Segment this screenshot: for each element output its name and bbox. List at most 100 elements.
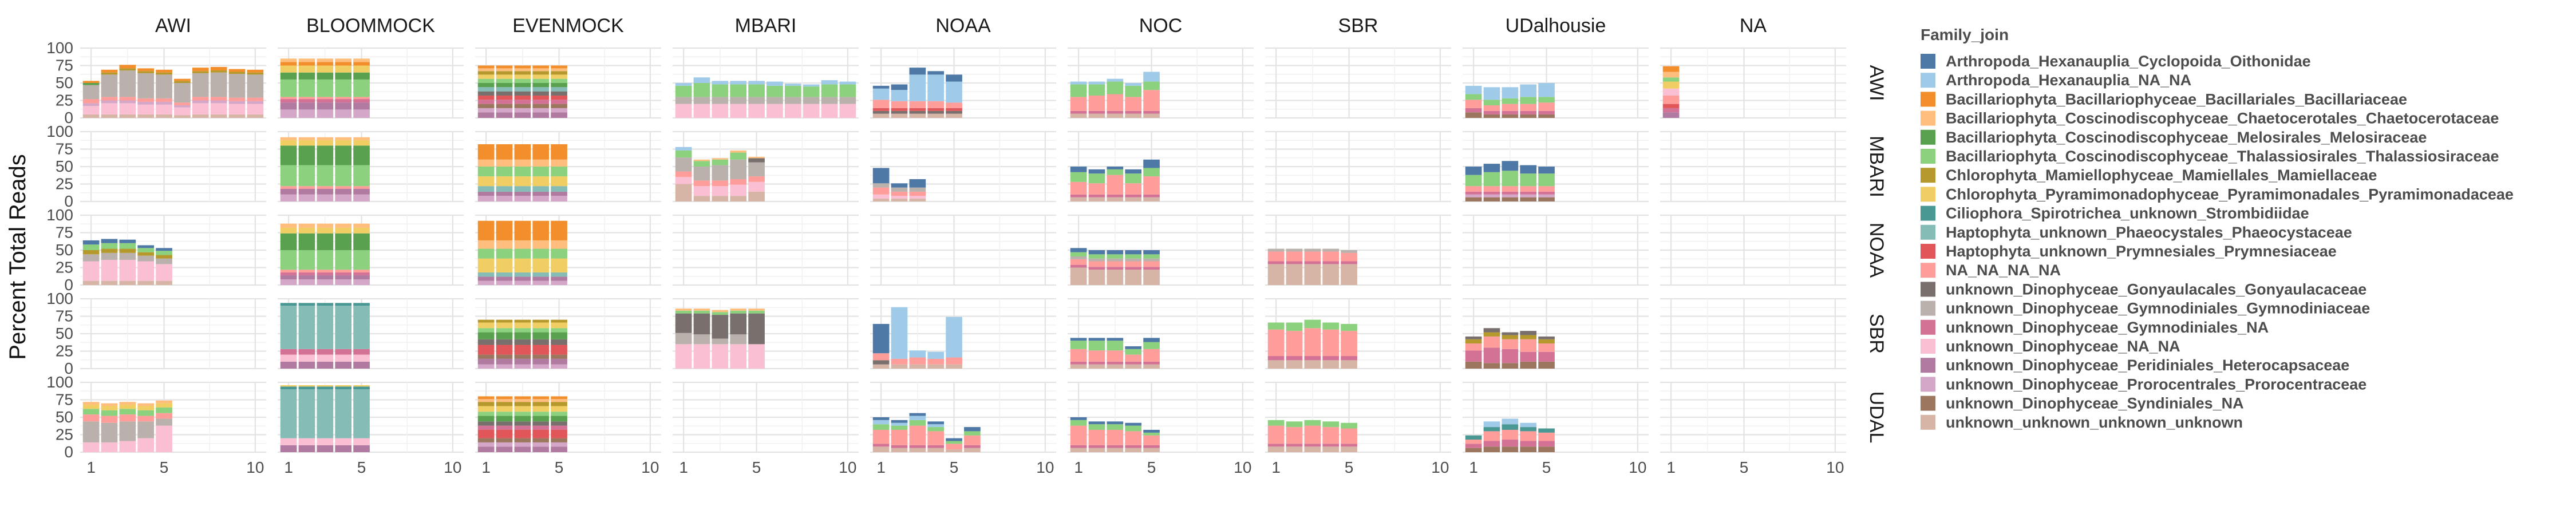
bar-segment xyxy=(1143,270,1160,285)
bar-segment xyxy=(280,145,297,165)
bar-segment xyxy=(1143,342,1160,349)
bar-segment xyxy=(210,97,227,101)
bar-segment xyxy=(1267,251,1285,262)
bar-segment xyxy=(909,413,926,416)
bar-segment xyxy=(101,103,118,114)
bar-segment xyxy=(1341,444,1357,447)
legend-label: Arthropoda_Hexanauplia_Cyclopoida_Oithon… xyxy=(1946,53,2311,70)
legend-label: Arthropoda_Hexanauplia_NA_NA xyxy=(1946,72,2191,89)
bar-segment xyxy=(1143,250,1160,255)
bar-segment xyxy=(317,250,334,270)
bar-segment xyxy=(298,275,315,280)
bar-segment xyxy=(1267,322,1285,330)
bar-segment xyxy=(532,68,550,72)
legend-label: unknown_Dinophyceae_NA_NA xyxy=(1946,338,2180,355)
bar-segment xyxy=(1088,173,1105,184)
bar-segment xyxy=(1465,197,1482,201)
bar-segment xyxy=(532,95,550,100)
bar-segment xyxy=(298,194,315,201)
bar-segment xyxy=(675,83,692,86)
bar-segment xyxy=(551,104,567,108)
bar-segment xyxy=(532,71,550,75)
bar-segment xyxy=(1465,339,1482,344)
bar-segment xyxy=(872,110,890,114)
bar-segment xyxy=(156,400,172,404)
col-strip-label: BLOOMMOCK xyxy=(306,15,435,37)
bar-segment xyxy=(335,58,352,62)
bar-segment xyxy=(1088,350,1105,362)
bar-segment xyxy=(693,186,710,196)
bar-segment xyxy=(496,196,513,201)
legend-swatch xyxy=(1921,168,1935,183)
y-tick-label: 50 xyxy=(56,241,73,259)
bar-segment xyxy=(353,97,370,100)
bar-segment xyxy=(477,442,495,447)
bar-segment xyxy=(551,83,567,88)
bar-segment xyxy=(353,186,370,189)
bar-segment xyxy=(1502,114,1519,118)
row-strip-label: SBR xyxy=(1866,314,1887,354)
bar-segment xyxy=(1304,444,1321,447)
bar-segment xyxy=(1125,97,1142,111)
bar-segment xyxy=(1107,429,1124,445)
bar-segment xyxy=(1088,341,1105,351)
bar-segment xyxy=(101,442,118,452)
bar-segment xyxy=(477,280,495,285)
bar-segment xyxy=(1322,421,1340,428)
bar-segment xyxy=(477,396,495,400)
bar-segment xyxy=(514,104,531,108)
bar-segment xyxy=(1070,81,1087,85)
bar-segment xyxy=(335,349,352,355)
bar-segment xyxy=(298,99,315,103)
bar-segment xyxy=(137,406,155,410)
bar-segment xyxy=(1465,350,1482,362)
bar-segment xyxy=(1088,113,1105,118)
bar-segment xyxy=(532,322,550,329)
bar-segment xyxy=(1286,261,1303,264)
bar-segment xyxy=(1088,81,1105,85)
bar-segment xyxy=(872,420,890,425)
bar-segment xyxy=(280,223,297,228)
bar-segment xyxy=(477,416,495,422)
bar-segment xyxy=(532,354,550,359)
bar-segment xyxy=(137,68,155,72)
bar-segment xyxy=(210,114,227,118)
x-tick-label: 5 xyxy=(357,458,366,476)
bar-segment xyxy=(496,248,513,259)
col-strip-label: NA xyxy=(1740,15,1767,37)
bar-segment xyxy=(353,306,370,349)
bar-segment xyxy=(1341,356,1357,361)
bar-segment xyxy=(82,405,100,409)
bar-segment xyxy=(335,303,352,306)
legend-label: unknown_Dinophyceae_Prorocentrales_Proro… xyxy=(1946,375,2366,393)
bar-segment xyxy=(532,399,550,402)
bar-segment xyxy=(551,280,567,285)
bar-segment xyxy=(712,104,729,118)
bar-segment xyxy=(1304,319,1321,329)
bar-segment xyxy=(298,109,315,118)
bar-segment xyxy=(803,97,820,104)
bar-segment xyxy=(891,445,908,448)
bar-segment xyxy=(477,159,495,167)
y-tick-label: 25 xyxy=(56,92,73,109)
bar-segment xyxy=(748,191,765,201)
bar-segment xyxy=(891,429,908,445)
bar-segment xyxy=(317,145,334,165)
bar-segment xyxy=(675,313,692,333)
bar-segment xyxy=(280,79,297,97)
bar-segment xyxy=(298,58,315,62)
y-tick-label: 100 xyxy=(46,290,73,307)
bar-segment xyxy=(1465,191,1482,195)
bar-segment xyxy=(1107,169,1124,175)
col-strip-label: SBR xyxy=(1338,15,1378,37)
bar-segment xyxy=(137,403,155,406)
bar-segment xyxy=(767,81,783,86)
bar-segment xyxy=(1502,197,1519,201)
bar-segment xyxy=(280,361,297,369)
bar-segment xyxy=(675,150,692,158)
bar-segment xyxy=(1125,422,1142,426)
bar-segment xyxy=(532,74,550,79)
bar-segment xyxy=(477,345,495,355)
y-tick-label: 75 xyxy=(56,224,73,242)
bar-segment xyxy=(514,100,531,104)
